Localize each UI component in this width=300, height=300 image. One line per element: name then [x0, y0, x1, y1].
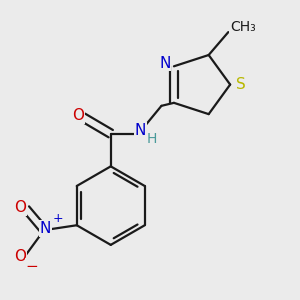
Text: N: N: [40, 221, 51, 236]
Text: N: N: [134, 123, 146, 138]
Text: −: −: [26, 259, 38, 274]
Text: H: H: [147, 131, 158, 146]
Text: O: O: [72, 108, 84, 123]
Text: S: S: [236, 77, 245, 92]
Text: O: O: [14, 200, 26, 215]
Text: +: +: [52, 212, 63, 225]
Text: N: N: [159, 56, 170, 70]
Text: CH₃: CH₃: [230, 20, 256, 34]
Text: O: O: [14, 249, 26, 264]
